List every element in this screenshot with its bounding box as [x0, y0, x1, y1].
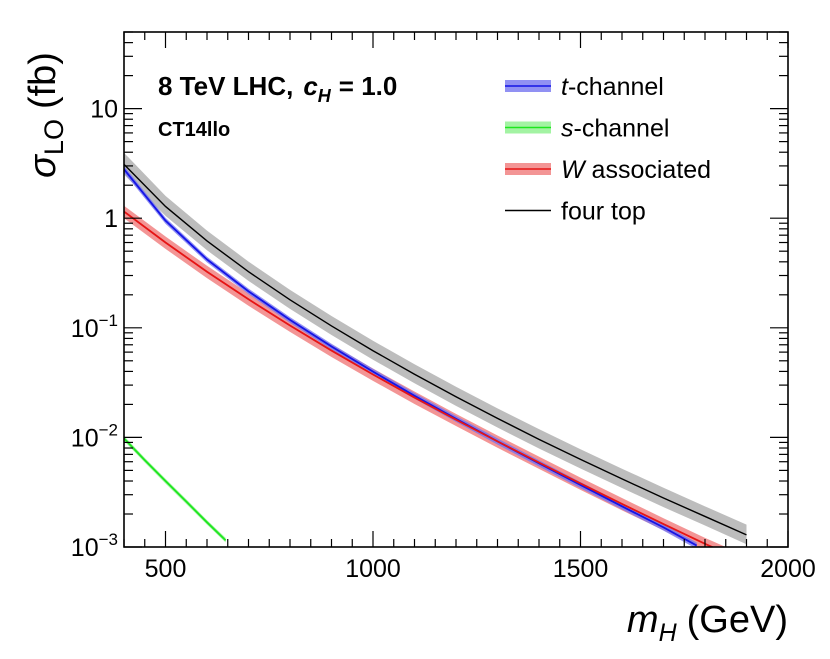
pdf-set-label: CT14llo [158, 119, 230, 141]
x-tick-label: 1500 [553, 555, 609, 583]
y-tick-label: 10−2 [71, 420, 118, 452]
legend-label-W: W associated [561, 156, 711, 184]
legend-label-t: t-channel [561, 73, 664, 101]
band-four [124, 152, 747, 545]
x-tick-label: 2000 [760, 555, 816, 583]
axis-ticks [123, 31, 789, 548]
x-tick-label: 500 [145, 555, 187, 583]
line-s [124, 437, 227, 541]
legend-label-s: s-channel [561, 115, 669, 143]
legend-item-W: W associated [505, 156, 711, 184]
legend-item-s: s-channel [505, 115, 669, 143]
legend-label-four: four top [561, 198, 646, 226]
y-tick-label: 1 [104, 205, 118, 233]
legend-item-four: four top [505, 198, 646, 226]
y-tick-label: 10−3 [71, 530, 118, 562]
x-axis-title: mH (GeV) [627, 599, 788, 647]
chart-title: 8 TeV LHC, cH = 1.0 [158, 71, 397, 106]
series-lines [124, 163, 747, 547]
legend-item-t: t-channel [505, 73, 664, 101]
y-tick-label: 10 [90, 96, 118, 124]
line-t [124, 168, 698, 547]
axis-tick-labels: 500 1000 1500 2000 10−3 10−2 10−1 1 10 [71, 96, 816, 583]
legend: t-channel s-channel W associated four top [505, 73, 711, 226]
line-four [124, 163, 747, 536]
y-tick-label: 10−1 [71, 311, 118, 343]
line-W [124, 210, 715, 547]
x-tick-label: 1000 [345, 555, 401, 583]
y-axis-title: σLO(fb) [22, 52, 69, 178]
